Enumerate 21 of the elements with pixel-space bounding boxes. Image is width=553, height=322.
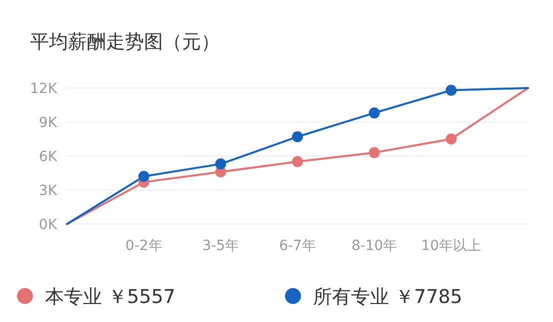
point — [368, 107, 380, 118]
chart-title: 平均薪酬走势图（元） — [30, 31, 220, 53]
y-tick-label: 12K — [30, 81, 58, 97]
y-tick-label: 0K — [38, 217, 58, 233]
legend-label: 本专业 ￥5557 — [45, 286, 176, 308]
point — [368, 147, 380, 158]
y-tick-label: 6K — [38, 149, 58, 165]
x-tick-label: 10年以上 — [421, 238, 482, 254]
x-tick-label: 0-2年 — [125, 238, 162, 254]
y-tick-label: 9K — [38, 115, 58, 131]
legend-label: 所有专业 ￥7785 — [313, 286, 462, 308]
x-tick-label: 8-10年 — [351, 238, 398, 254]
point — [446, 134, 457, 144]
point — [215, 158, 226, 170]
x-tick-label: 3-5年 — [202, 238, 240, 254]
y-tick-label: 3K — [38, 183, 58, 199]
point — [292, 131, 303, 142]
point — [292, 156, 303, 168]
point — [446, 84, 457, 96]
point — [138, 170, 150, 182]
x-tick-label: 6-7年 — [279, 238, 316, 254]
